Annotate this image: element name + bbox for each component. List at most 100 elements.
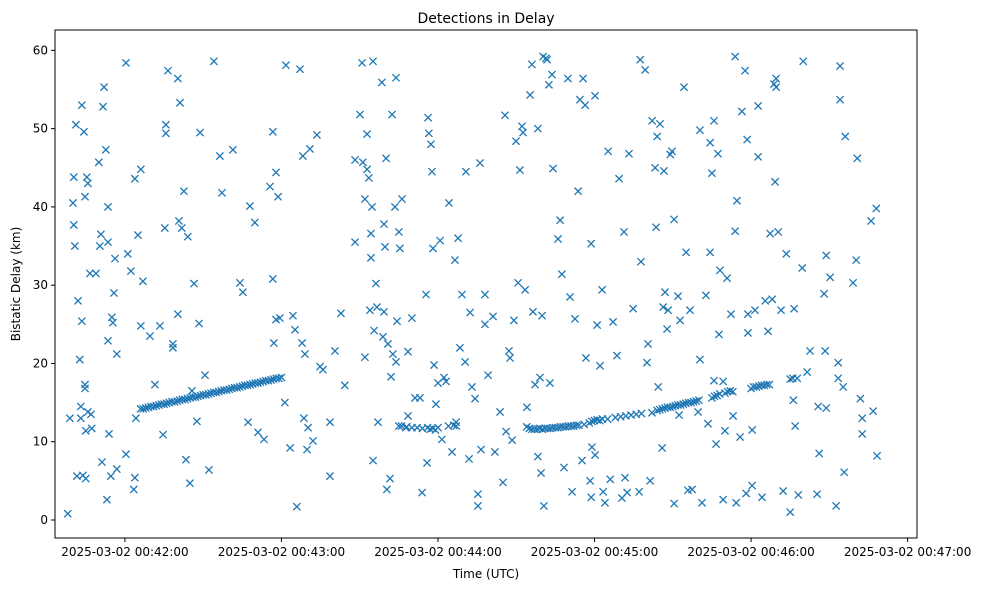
data-point [233, 383, 242, 392]
data-point [304, 423, 313, 432]
data-point [390, 202, 400, 211]
data-point [325, 472, 335, 481]
data-point [839, 382, 848, 391]
data-point [350, 155, 360, 164]
data-point [772, 83, 781, 92]
x-tick-label: 2025-03-02 00:45:00 [531, 545, 658, 559]
data-point [587, 239, 596, 248]
data-point [108, 318, 117, 327]
data-point [91, 269, 101, 278]
data-point [664, 306, 673, 315]
data-point [292, 502, 301, 511]
data-point [386, 372, 396, 381]
data-point [741, 66, 750, 75]
data-point [600, 498, 610, 507]
data-point [822, 251, 831, 260]
data-point [743, 328, 752, 337]
data-point [377, 78, 386, 87]
data-point [504, 346, 514, 355]
data-point [81, 426, 90, 435]
data-point [703, 419, 713, 428]
data-point [813, 490, 822, 499]
data-point [160, 223, 169, 233]
data-point [731, 227, 740, 236]
data-point [204, 389, 213, 399]
data-point [508, 436, 517, 445]
data-point [350, 238, 360, 247]
data-point [643, 339, 653, 348]
data-point [675, 411, 684, 420]
data-point [367, 202, 377, 211]
data-point [563, 74, 572, 83]
y-tick-label: 0 [40, 513, 48, 527]
data-point [473, 501, 482, 510]
data-point [676, 400, 685, 409]
data-point [658, 443, 667, 453]
data-point [422, 458, 432, 467]
data-point [815, 449, 824, 458]
data-point [604, 147, 613, 156]
data-point [256, 378, 265, 387]
data-point [86, 410, 96, 419]
data-point [112, 349, 121, 359]
data-point [268, 127, 277, 136]
data-point [578, 74, 588, 83]
data-point [76, 414, 85, 423]
data-point [391, 73, 401, 82]
data-point [368, 456, 378, 465]
data-point [475, 159, 485, 168]
data-point [99, 83, 109, 92]
data-point [159, 400, 169, 409]
data-point [835, 95, 845, 104]
data-point [623, 488, 632, 497]
data-point [772, 74, 781, 83]
data-point [424, 129, 433, 138]
data-point [624, 149, 634, 158]
data-point [685, 306, 695, 315]
data-point [325, 418, 335, 427]
data-point [500, 111, 510, 120]
data-point [608, 317, 618, 327]
data-point [498, 478, 508, 487]
data-point [577, 456, 587, 465]
data-point [719, 495, 728, 504]
data-point [789, 396, 798, 405]
data-point [695, 355, 704, 364]
data-point [238, 288, 247, 297]
data-point [712, 440, 721, 449]
data-point [378, 332, 388, 341]
data-point [403, 347, 413, 356]
data-point [174, 216, 183, 226]
x-tick-label: 2025-03-02 00:46:00 [687, 545, 814, 559]
data-point [85, 269, 95, 278]
data-point [687, 398, 696, 407]
data-point [185, 479, 194, 488]
data-point [736, 432, 745, 442]
data-point [358, 58, 367, 67]
data-point [774, 227, 783, 237]
data-point [286, 443, 295, 453]
data-point [83, 179, 92, 188]
data-point [173, 74, 182, 83]
data-point [121, 450, 131, 459]
data-point [428, 244, 438, 253]
data-point [788, 374, 797, 383]
data-point [70, 241, 79, 251]
data-point [161, 129, 170, 138]
data-point [515, 166, 524, 175]
data-point [380, 242, 390, 251]
data-point [754, 101, 763, 110]
data-point [603, 414, 612, 424]
data-point [598, 285, 607, 294]
x-tick-label: 2025-03-02 00:42:00 [61, 545, 188, 559]
data-point [750, 306, 760, 315]
data-point [271, 168, 281, 177]
data-point [502, 427, 511, 436]
data-point [152, 401, 161, 410]
data-point [275, 313, 284, 323]
data-point [782, 249, 791, 258]
data-point [388, 110, 397, 119]
data-point [180, 395, 189, 404]
data-point [444, 198, 454, 208]
data-point [424, 113, 433, 122]
